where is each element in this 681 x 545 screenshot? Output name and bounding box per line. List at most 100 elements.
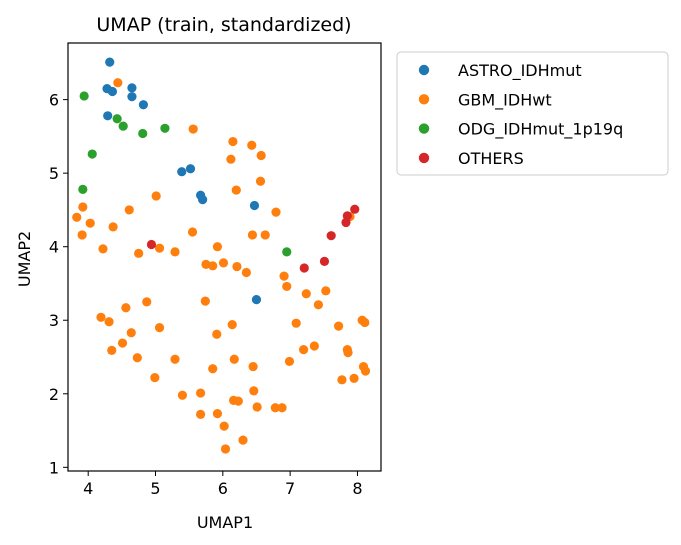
data-point xyxy=(319,256,330,267)
legend-box xyxy=(396,51,669,176)
data-point xyxy=(177,390,188,400)
y-tick-label: 3 xyxy=(49,311,59,330)
legend-marker xyxy=(418,123,430,134)
data-point xyxy=(343,348,353,358)
data-point xyxy=(212,409,223,419)
data-point xyxy=(79,91,89,101)
data-point xyxy=(260,230,270,240)
data-point xyxy=(185,164,196,174)
data-point xyxy=(333,321,344,331)
data-point xyxy=(132,353,142,363)
x-axis-label: UMAP1 xyxy=(197,513,253,532)
data-point xyxy=(298,345,309,355)
data-point xyxy=(360,317,370,328)
data-point xyxy=(249,386,259,396)
legend-marker xyxy=(418,94,430,105)
data-point xyxy=(108,222,118,232)
data-point xyxy=(271,207,281,217)
x-tick-label: 8 xyxy=(352,479,362,498)
data-point xyxy=(349,373,359,383)
legend-marker xyxy=(418,64,430,76)
x-axis-ticks: 4 5 6 7 8 xyxy=(83,471,363,498)
legend-label: GBM_IDHwt xyxy=(458,90,552,110)
data-point xyxy=(96,312,106,322)
data-point xyxy=(127,92,137,102)
data-point xyxy=(277,403,287,413)
data-point xyxy=(247,140,257,150)
data-point xyxy=(142,297,152,307)
data-point xyxy=(146,239,157,250)
data-point xyxy=(188,124,198,134)
data-point xyxy=(326,231,336,241)
data-point xyxy=(279,271,289,281)
data-point xyxy=(291,318,301,328)
data-point xyxy=(233,396,243,406)
data-point xyxy=(212,329,222,339)
legend-label: OTHERS xyxy=(458,149,524,168)
data-point xyxy=(104,317,114,327)
data-point xyxy=(154,322,165,333)
data-point xyxy=(249,200,260,211)
y-tick-label: 2 xyxy=(49,385,59,404)
data-point xyxy=(270,403,280,413)
data-point xyxy=(337,375,347,385)
data-point xyxy=(187,227,198,237)
data-point xyxy=(255,176,266,186)
data-point xyxy=(251,295,262,305)
data-point xyxy=(313,300,323,310)
data-point xyxy=(160,123,170,133)
data-point xyxy=(78,184,88,194)
plot-frame xyxy=(67,42,382,472)
y-tick-label: 5 xyxy=(49,164,59,183)
data-point xyxy=(342,211,352,221)
data-point xyxy=(134,248,144,258)
data-point xyxy=(309,341,319,351)
y-axis-label: UMAP2 xyxy=(15,231,34,287)
data-point xyxy=(72,212,82,222)
data-point xyxy=(231,185,241,195)
data-point xyxy=(208,364,218,374)
data-point xyxy=(360,366,371,376)
data-point xyxy=(252,402,262,412)
data-point xyxy=(138,128,148,139)
data-point xyxy=(151,191,161,201)
data-point xyxy=(350,204,360,214)
data-point xyxy=(105,57,115,67)
data-point xyxy=(248,361,258,372)
y-axis-ticks: 1 2 3 4 5 6 xyxy=(49,91,68,477)
legend-label: ODG_IDHmut_1p19q xyxy=(458,120,623,140)
data-point xyxy=(177,167,187,177)
data-point xyxy=(220,444,231,454)
data-point xyxy=(256,150,266,161)
x-tick-label: 5 xyxy=(150,479,160,498)
data-point xyxy=(124,205,134,215)
data-point xyxy=(87,149,97,159)
data-point xyxy=(85,218,95,228)
data-point xyxy=(238,435,248,445)
data-point xyxy=(198,195,208,205)
data-point xyxy=(196,388,206,398)
data-point xyxy=(282,247,292,257)
data-point xyxy=(247,230,258,240)
y-tick-label: 4 xyxy=(49,238,59,257)
data-point xyxy=(284,356,295,367)
data-point xyxy=(228,136,238,147)
points-layer xyxy=(72,57,371,454)
data-point xyxy=(299,263,309,273)
data-point xyxy=(321,286,331,296)
data-point xyxy=(127,83,137,93)
data-point xyxy=(118,121,128,131)
data-point xyxy=(208,261,218,271)
chart-title: UMAP (train, standardized) xyxy=(96,14,351,36)
data-point xyxy=(103,111,113,121)
data-point xyxy=(218,258,229,268)
y-tick-label: 1 xyxy=(49,458,59,477)
data-point xyxy=(107,345,117,355)
data-point xyxy=(117,338,128,348)
data-point xyxy=(78,202,88,212)
data-point xyxy=(170,354,180,364)
data-point xyxy=(138,100,148,110)
data-point xyxy=(112,114,122,124)
data-point xyxy=(229,354,239,364)
